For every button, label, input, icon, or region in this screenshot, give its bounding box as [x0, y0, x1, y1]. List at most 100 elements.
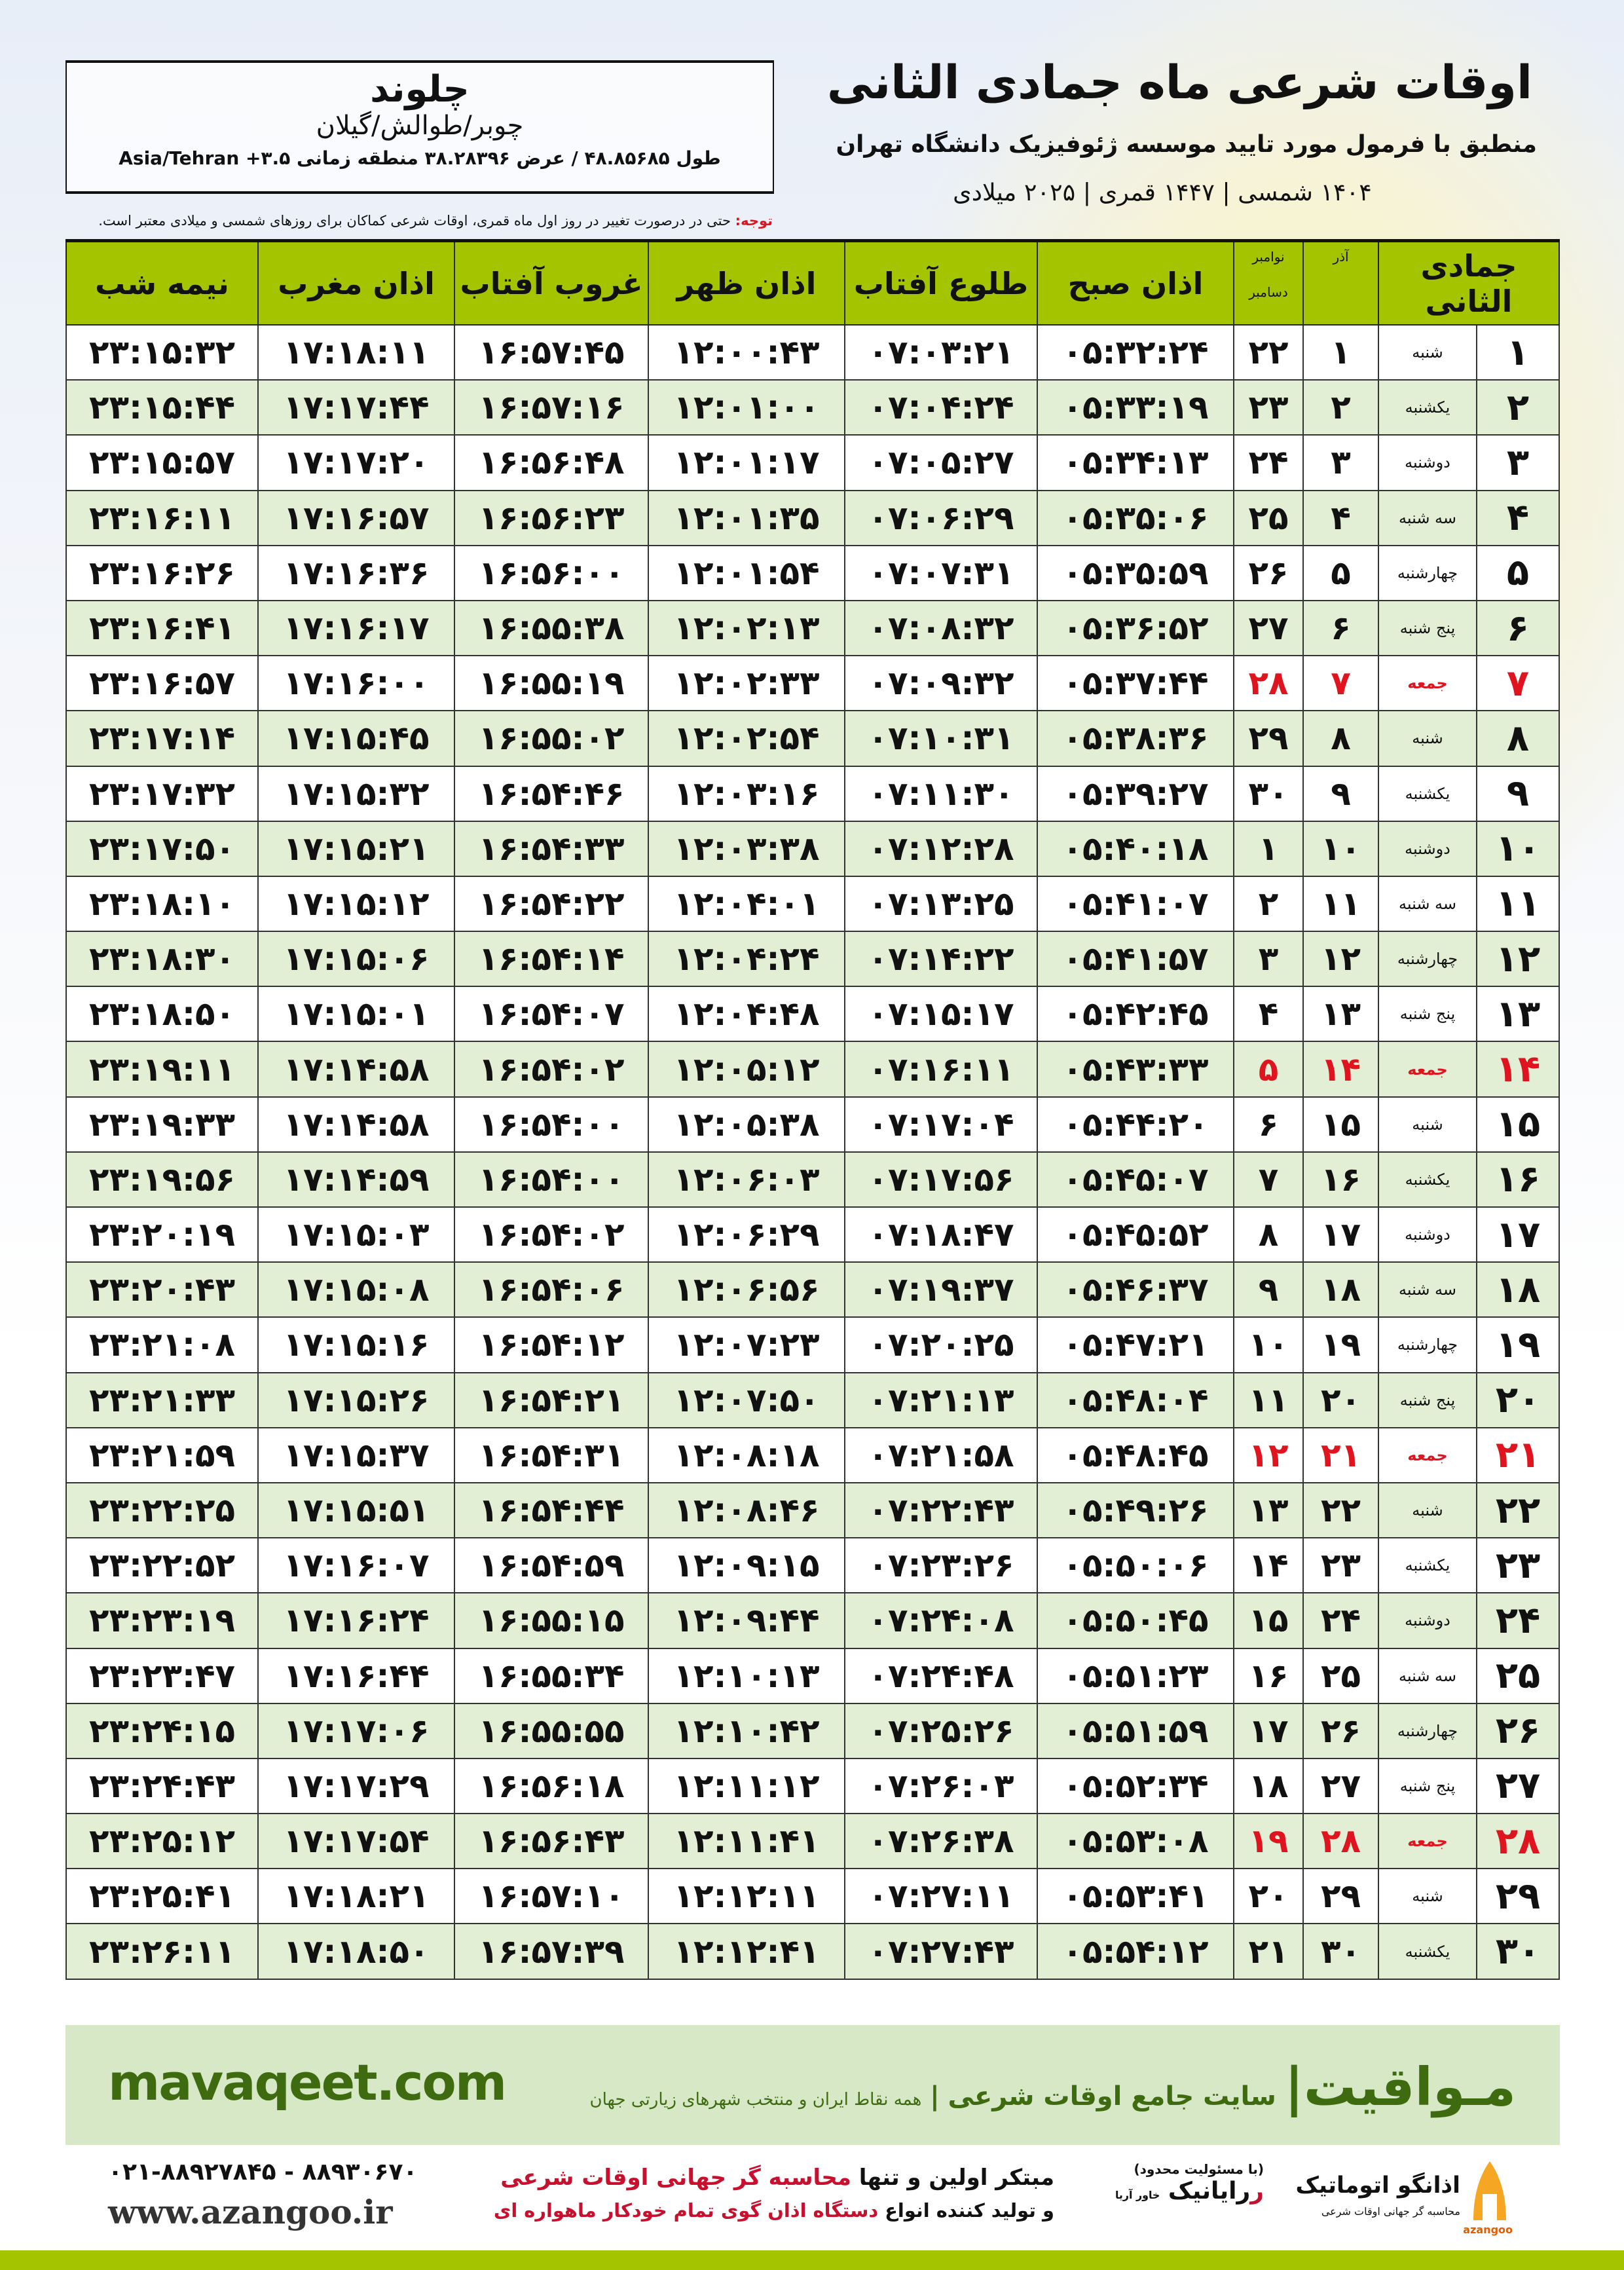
header-tolu: طلوع آفتاب: [844, 239, 1038, 326]
cell-gregorian: ۷: [1233, 1151, 1304, 1208]
cell-zohr: ۱۲:۰۰:۴۳: [648, 324, 845, 381]
cell-maghreb: ۱۷:۱۵:۵۱: [257, 1481, 455, 1539]
cell-azar: ۵: [1302, 544, 1379, 601]
cell-ghorub: ۱۶:۵۴:۰۷: [454, 986, 649, 1043]
cell-nime: ۲۳:۲۶:۱۱: [65, 1923, 259, 1980]
cell-day: ۱: [1476, 324, 1560, 381]
cell-maghreb: ۱۷:۱۵:۰۱: [257, 986, 455, 1043]
cell-zohr: ۱۲:۰۲:۳۳: [648, 655, 845, 712]
cell-gregorian: ۲۶: [1233, 544, 1304, 601]
raianik-small: (با مسئولیت محدود): [1134, 2161, 1264, 2177]
cell-maghreb: ۱۷:۱۶:۰۰: [257, 655, 455, 712]
cell-sobh: ۰۵:۴۷:۲۱: [1037, 1316, 1234, 1373]
promo-text: مبتکر اولین و تنها محاسبه گر جهانی اوقات…: [485, 2161, 1054, 2227]
cell-azar: ۱۳: [1302, 986, 1379, 1043]
header-sobh: اذان صبح: [1037, 239, 1234, 326]
table-row: ۷ جمعه ۷ ۲۸ ۰۵:۳۷:۴۴ ۰۷:۰۹:۳۲ ۱۲:۰۲:۳۳ ۱۶:۵۵:۱۹…: [65, 655, 1560, 712]
cell-tolu: ۰۷:۰۴:۲۴: [844, 379, 1038, 436]
cell-nime: ۲۳:۱۶:۲۶: [65, 544, 259, 601]
cell-sobh: ۰۵:۴۰:۱۸: [1037, 820, 1234, 877]
header-maghreb: اذان مغرب: [257, 239, 455, 326]
cell-gregorian: ۱۴: [1233, 1537, 1304, 1594]
cell-tolu: ۰۷:۰۷:۳۱: [844, 544, 1038, 601]
mavaqeet-banner: [65, 2025, 1560, 2145]
cell-zohr: ۱۲:۱۱:۴۱: [648, 1813, 845, 1870]
cell-sobh: ۰۵:۵۰:۴۵: [1037, 1592, 1234, 1649]
cell-nime: ۲۳:۱۷:۵۰: [65, 820, 259, 877]
azangoo-en: azangoo: [1463, 2223, 1513, 2236]
cell-azar: ۱: [1302, 324, 1379, 381]
mavaqeet-link[interactable]: mavaqeet.com: [108, 2053, 507, 2112]
cell-weekday: یکشنبه: [1377, 765, 1478, 822]
cell-maghreb: ۱۷:۱۶:۱۷: [257, 599, 455, 657]
cell-azar: ۲۹: [1302, 1868, 1379, 1925]
cell-tolu: ۰۷:۲۱:۱۳: [844, 1371, 1038, 1428]
table-row: ۲ یکشنبه ۲ ۲۳ ۰۵:۳۳:۱۹ ۰۷:۰۴:۲۴ ۱۲:۰۱:۰۰ ۱۶:۵۷:…: [65, 379, 1560, 436]
cell-nime: ۲۳:۲۰:۱۹: [65, 1206, 259, 1263]
cell-ghorub: ۱۶:۵۷:۱۶: [454, 379, 649, 436]
cell-maghreb: ۱۷:۱۸:۱۱: [257, 324, 455, 381]
table-row: ۲۲ شنبه ۲۲ ۱۳ ۰۵:۴۹:۲۶ ۰۷:۲۲:۴۳ ۱۲:۰۸:۴۶ ۱۶:۵۴:…: [65, 1481, 1560, 1539]
cell-day: ۸: [1476, 710, 1560, 767]
table-row: ۱۱ سه شنبه ۱۱ ۲ ۰۵:۴۱:۰۷ ۰۷:۱۳:۲۵ ۱۲:۰۴:۰۱ ۱۶:۵…: [65, 875, 1560, 933]
cell-azar: ۲۶: [1302, 1702, 1379, 1759]
table-row: ۲۳ یکشنبه ۲۳ ۱۴ ۰۵:۵۰:۰۶ ۰۷:۲۳:۲۶ ۱۲:۰۹:۱۵ ۱۶:۵…: [65, 1537, 1560, 1594]
cell-day: ۱۴: [1476, 1041, 1560, 1098]
cell-gregorian: ۱۹: [1233, 1813, 1304, 1870]
cell-maghreb: ۱۷:۱۷:۲۰: [257, 434, 455, 491]
cell-sobh: ۰۵:۳۵:۵۹: [1037, 544, 1234, 601]
cell-day: ۷: [1476, 655, 1560, 712]
cell-weekday: چهارشنبه: [1377, 544, 1478, 601]
cell-sobh: ۰۵:۴۹:۲۶: [1037, 1481, 1234, 1539]
cell-maghreb: ۱۷:۱۶:۳۶: [257, 544, 455, 601]
cell-zohr: ۱۲:۰۳:۳۸: [648, 820, 845, 877]
cell-nime: ۲۳:۲۲:۲۵: [65, 1481, 259, 1539]
azangoo-link[interactable]: www.azangoo.ir: [108, 2193, 393, 2231]
cell-sobh: ۰۵:۵۴:۱۲: [1037, 1923, 1234, 1980]
cell-zohr: ۱۲:۰۴:۲۴: [648, 931, 845, 988]
cell-gregorian: ۳۰: [1233, 765, 1304, 822]
cell-ghorub: ۱۶:۵۴:۳۳: [454, 820, 649, 877]
cell-azar: ۲۰: [1302, 1371, 1379, 1428]
cell-nime: ۲۳:۲۴:۱۵: [65, 1702, 259, 1759]
cell-tolu: ۰۷:۰۵:۲۷: [844, 434, 1038, 491]
cell-gregorian: ۲۱: [1233, 1923, 1304, 1980]
cell-weekday: جمعه: [1377, 1041, 1478, 1098]
cell-tolu: ۰۷:۱۴:۲۲: [844, 931, 1038, 988]
cell-weekday: دوشنبه: [1377, 1592, 1478, 1649]
cell-tolu: ۰۷:۲۴:۰۸: [844, 1592, 1038, 1649]
cell-day: ۲۰: [1476, 1371, 1560, 1428]
table-row: ۳ دوشنبه ۳ ۲۴ ۰۵:۳۴:۱۳ ۰۷:۰۵:۲۷ ۱۲:۰۱:۱۷ ۱۶:۵۶:…: [65, 434, 1560, 491]
cell-sobh: ۰۵:۴۸:۴۵: [1037, 1426, 1234, 1483]
promo-line2-highlight: دستگاه اذان گوی تمام خودکار ماهواره ای: [493, 2199, 879, 2222]
cell-tolu: ۰۷:۰۸:۳۲: [844, 599, 1038, 657]
table-row: ۱ شنبه ۱ ۲۲ ۰۵:۳۲:۲۴ ۰۷:۰۳:۲۱ ۱۲:۰۰:۴۳ ۱۶:۵۷:۴۵…: [65, 324, 1560, 381]
cell-ghorub: ۱۶:۵۷:۱۰: [454, 1868, 649, 1925]
cell-gregorian: ۹: [1233, 1261, 1304, 1318]
cell-nime: ۲۳:۲۳:۱۹: [65, 1592, 259, 1649]
cell-tolu: ۰۷:۱۶:۱۱: [844, 1041, 1038, 1098]
cell-gregorian: ۱۱: [1233, 1371, 1304, 1428]
cell-tolu: ۰۷:۱۷:۵۶: [844, 1151, 1038, 1208]
cell-day: ۱۸: [1476, 1261, 1560, 1318]
cell-weekday: شنبه: [1377, 1096, 1478, 1153]
cell-sobh: ۰۵:۳۷:۴۴: [1037, 655, 1234, 712]
cell-zohr: ۱۲:۰۸:۱۸: [648, 1426, 845, 1483]
cell-zohr: ۱۲:۰۱:۳۵: [648, 489, 845, 546]
cell-azar: ۲۵: [1302, 1647, 1379, 1704]
table-header-row: جمادی الثانی آذر نوامبر دسامبر اذان صبح ط…: [65, 239, 1560, 326]
cell-gregorian: ۱۸: [1233, 1757, 1304, 1815]
table-row: ۱۰ دوشنبه ۱۰ ۱ ۰۵:۴۰:۱۸ ۰۷:۱۲:۲۸ ۱۲:۰۳:۳۸ ۱۶:۵۴…: [65, 820, 1560, 877]
cell-zohr: ۱۲:۰۴:۴۸: [648, 986, 845, 1043]
cell-sobh: ۰۵:۳۲:۲۴: [1037, 324, 1234, 381]
cell-nime: ۲۳:۲۳:۴۷: [65, 1647, 259, 1704]
cell-day: ۴: [1476, 489, 1560, 546]
cell-azar: ۱۰: [1302, 820, 1379, 877]
prayer-times-table: جمادی الثانی آذر نوامبر دسامبر اذان صبح ط…: [65, 239, 1560, 1980]
cell-gregorian: ۳: [1233, 931, 1304, 988]
cell-maghreb: ۱۷:۱۶:۰۷: [257, 1537, 455, 1594]
cell-zohr: ۱۲:۰۱:۱۷: [648, 434, 845, 491]
table-row: ۲۱ جمعه ۲۱ ۱۲ ۰۵:۴۸:۴۵ ۰۷:۲۱:۵۸ ۱۲:۰۸:۱۸ ۱۶:۵۴:…: [65, 1426, 1560, 1483]
raianik-side: خاور آریا: [1115, 2189, 1160, 2201]
header-november: نوامبر: [1252, 249, 1285, 265]
